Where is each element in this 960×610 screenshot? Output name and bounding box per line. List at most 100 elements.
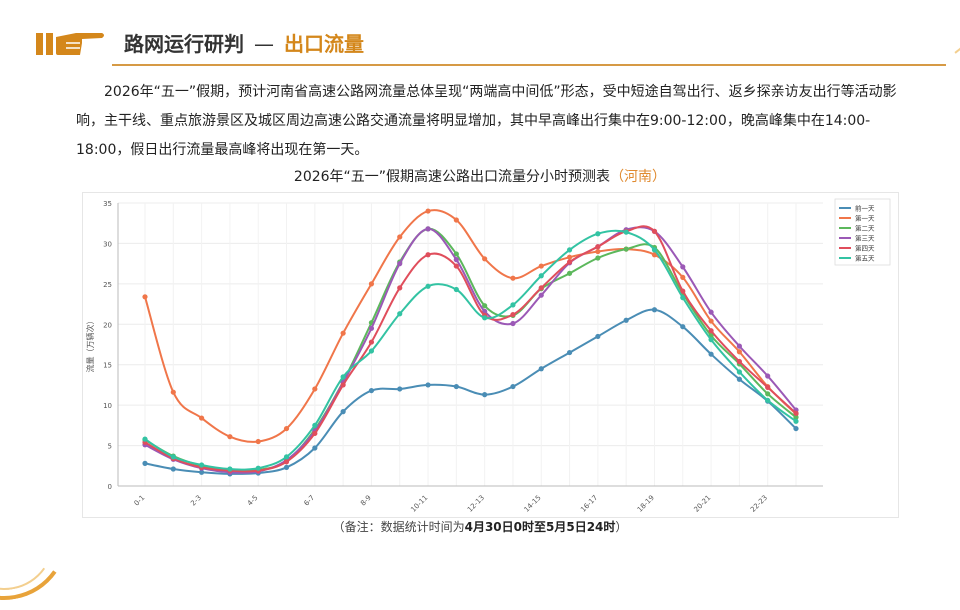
data-point (312, 386, 318, 392)
data-point (651, 247, 658, 253)
data-point (595, 244, 601, 250)
page-title-main: 路网运行研判 (124, 32, 244, 56)
data-point (793, 425, 799, 432)
data-point (708, 318, 714, 324)
data-point (170, 466, 176, 472)
data-point (793, 418, 799, 424)
pointing-hand-icon (36, 33, 104, 55)
data-point (765, 373, 771, 379)
data-point (482, 303, 488, 309)
data-point (595, 333, 601, 340)
y-tick-label: 25 (103, 281, 112, 289)
series-line-2 (144, 209, 797, 443)
data-point (283, 425, 290, 432)
footnote-prefix: （备注：数据统计时间为 (332, 520, 465, 534)
data-point (680, 295, 686, 301)
y-tick-label: 0 (108, 483, 112, 491)
x-tick-label: 18-19 (636, 494, 656, 514)
data-point (651, 228, 658, 234)
data-point (368, 281, 375, 287)
x-tick-label: 4-5 (246, 494, 260, 508)
legend-box (834, 198, 891, 266)
legend-item: 第二天 (855, 224, 875, 233)
y-tick-label: 5 (108, 443, 112, 451)
data-point (453, 251, 459, 257)
data-point (397, 285, 403, 291)
data-point (736, 376, 742, 382)
series-line-4 (144, 226, 797, 474)
data-point (538, 263, 544, 269)
data-point (255, 438, 261, 445)
data-point (425, 283, 431, 289)
data-point (340, 409, 346, 415)
footnote: （备注：数据统计时间为4月30日0时至5月5日24时） (0, 518, 960, 535)
x-tick-label: 0-1 (133, 494, 147, 508)
legend-item: 第一天 (855, 214, 875, 223)
data-point (765, 384, 771, 390)
data-point (397, 386, 403, 392)
chart-title: 2026年“五一”假期高速公路出口流量分小时预测表（河南） (0, 166, 960, 186)
data-point (708, 328, 714, 334)
data-point (566, 247, 573, 253)
data-point (453, 217, 459, 223)
x-tick-label: 8-9 (359, 494, 373, 508)
data-point (623, 317, 629, 323)
x-tick-label: 6-7 (302, 494, 316, 508)
legend-item: 第五天 (855, 254, 875, 263)
data-point (793, 410, 799, 416)
legend-item: 前一天 (855, 204, 875, 213)
x-tick-label: 10-11 (409, 494, 429, 514)
data-point (340, 330, 346, 336)
data-point (651, 307, 658, 313)
data-point (538, 366, 544, 372)
data-point (142, 294, 148, 300)
data-point (566, 259, 573, 265)
header-divider (112, 64, 946, 66)
data-point (368, 339, 375, 345)
data-point (283, 454, 290, 460)
data-point (538, 285, 544, 291)
data-point (510, 383, 516, 390)
data-point (736, 369, 742, 375)
page-subtitle: 出口流量 (284, 32, 364, 56)
data-point (397, 234, 403, 240)
series-line-6 (144, 229, 797, 471)
data-point (680, 288, 686, 294)
data-point (566, 349, 573, 356)
data-point (283, 459, 290, 465)
data-point (765, 391, 771, 397)
title-dash: — (254, 32, 274, 56)
data-point (566, 254, 573, 260)
data-point (623, 246, 629, 252)
data-point (538, 292, 544, 298)
data-point (595, 255, 601, 261)
data-point (368, 348, 375, 354)
data-point (199, 462, 205, 468)
x-tick-label: 22-23 (749, 494, 769, 514)
x-tick-label: 12-13 (466, 494, 486, 514)
data-point (736, 343, 742, 349)
series-line-1 (144, 308, 797, 475)
data-point (482, 256, 488, 262)
data-point (227, 434, 233, 440)
data-point (538, 273, 544, 279)
data-point (482, 392, 488, 398)
data-point (397, 261, 403, 267)
data-point (453, 383, 459, 390)
data-point (510, 275, 516, 281)
intro-paragraph: 2026年“五一”假期，预计河南省高速公路网流量总体呈现“两端高中间低”形态，受… (76, 84, 897, 158)
data-point (425, 252, 431, 258)
data-point (453, 263, 459, 269)
data-point (453, 286, 459, 293)
y-axis-label: 流量（万辆次） (85, 317, 95, 373)
data-point (736, 349, 742, 355)
data-point (312, 430, 318, 437)
data-point (595, 248, 601, 255)
data-point (425, 226, 431, 232)
data-point (510, 320, 516, 327)
data-point (425, 382, 431, 388)
y-tick-label: 20 (103, 321, 112, 329)
x-tick-label: 14-15 (523, 494, 543, 514)
series-line-5 (144, 225, 797, 473)
y-tick-label: 30 (103, 240, 112, 248)
